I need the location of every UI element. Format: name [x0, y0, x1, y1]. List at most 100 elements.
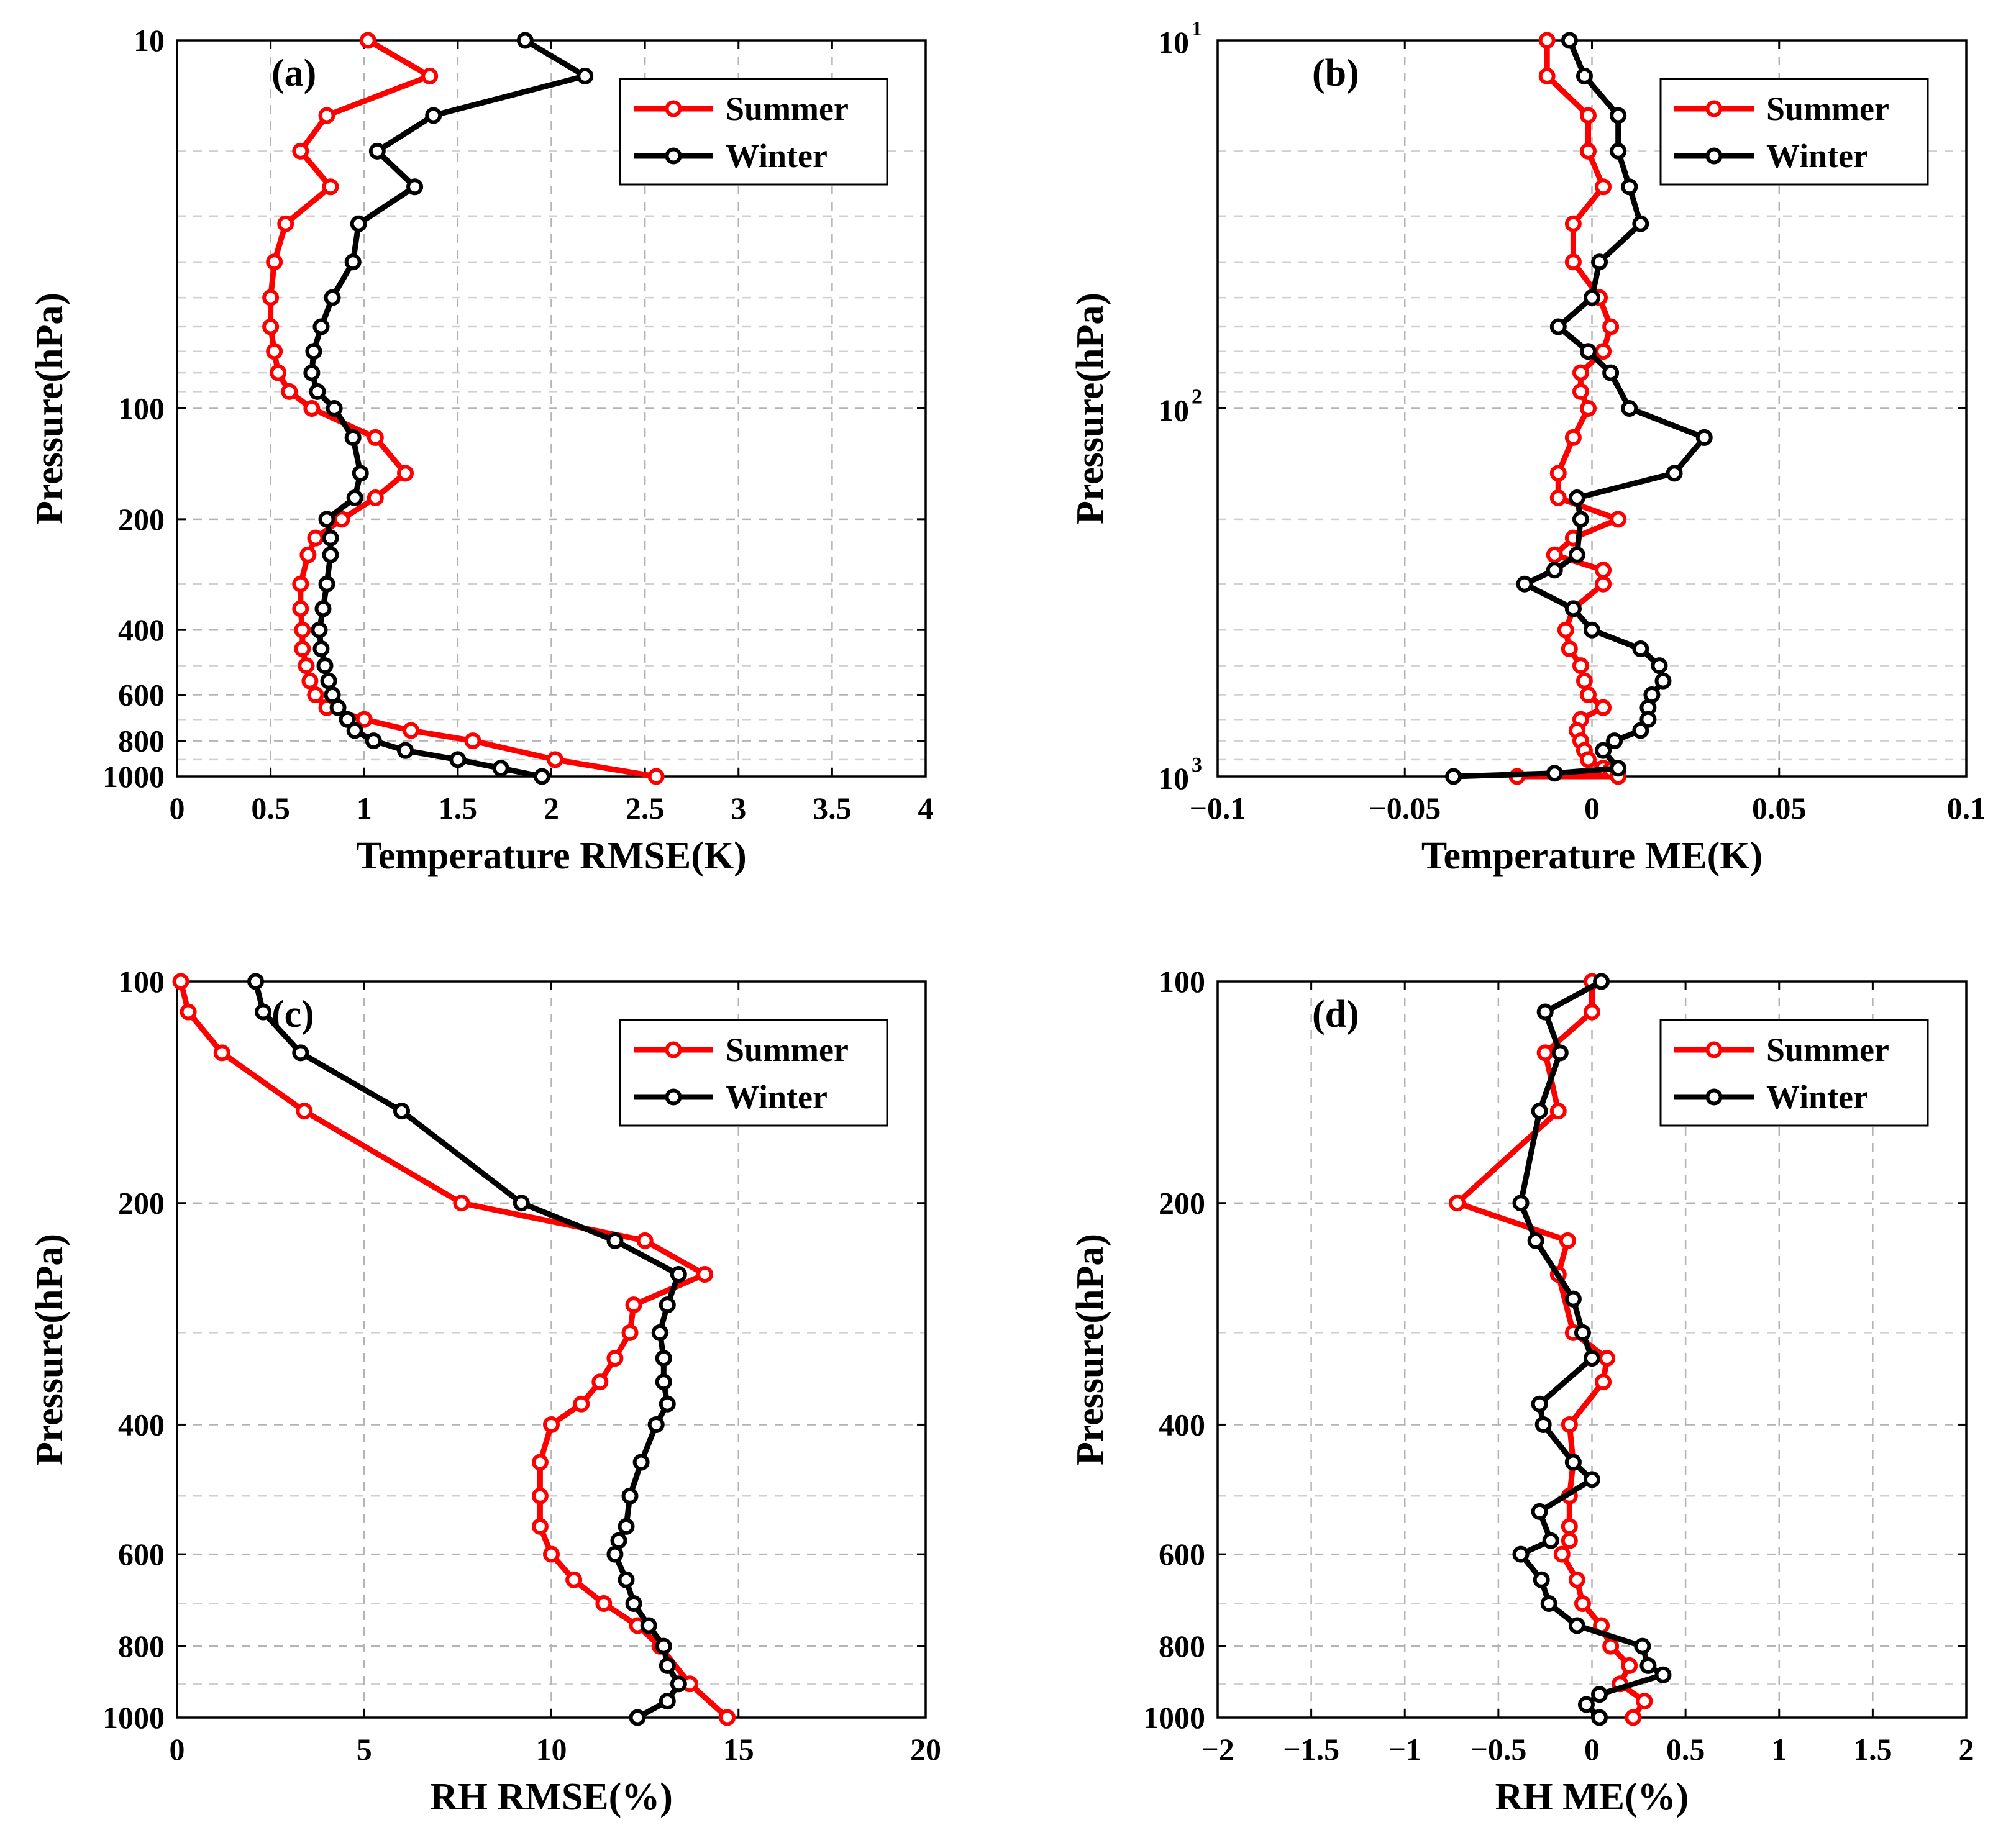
- data-point: [1639, 711, 1657, 728]
- data-point: [346, 489, 363, 507]
- x-axis-label: RH RMSE(%): [430, 1776, 673, 1818]
- data-point: [303, 400, 321, 417]
- data-point: [531, 1487, 549, 1504]
- data-point: [322, 178, 339, 196]
- series-winter: [247, 973, 687, 1726]
- data-point: [292, 600, 309, 617]
- data-point: [303, 364, 321, 381]
- x-tick-label: 4: [918, 791, 934, 826]
- data-point: [621, 1324, 639, 1341]
- data-point: [367, 429, 384, 446]
- data-point: [425, 107, 442, 124]
- x-tick-label: 20: [910, 1732, 941, 1767]
- data-point: [1579, 107, 1597, 124]
- y-tick-label: 400: [1159, 1407, 1205, 1442]
- data-point: [1584, 1350, 1600, 1367]
- data-point: [1579, 142, 1597, 160]
- data-point: [1445, 768, 1462, 785]
- data-point: [299, 546, 317, 563]
- data-point: [316, 657, 334, 675]
- data-point: [1584, 1003, 1600, 1021]
- data-point: [1549, 1103, 1567, 1120]
- data-point: [577, 67, 594, 84]
- data-point: [255, 1003, 272, 1021]
- data-point: [1621, 178, 1638, 196]
- data-point: [1591, 1686, 1608, 1703]
- data-point: [292, 1044, 309, 1062]
- data-point: [543, 1545, 560, 1563]
- data-point: [719, 1709, 736, 1726]
- legend-label-winter: Winter: [726, 137, 828, 175]
- data-point: [1610, 107, 1627, 124]
- data-point: [314, 600, 332, 617]
- data-point: [625, 1296, 642, 1314]
- data-point: [333, 511, 350, 528]
- data-point: [213, 1044, 230, 1062]
- x-tick-label: 1.5: [1853, 1732, 1892, 1767]
- data-point: [329, 699, 347, 716]
- data-point: [1666, 465, 1683, 482]
- data-point: [595, 1595, 613, 1612]
- legend: Summer Winter: [1659, 1019, 1929, 1127]
- data-point: [696, 1266, 714, 1283]
- x-tick-label: −0.1: [1190, 791, 1246, 826]
- data-point: [1561, 1532, 1578, 1549]
- data-point: [1572, 383, 1589, 400]
- data-point: [655, 1350, 672, 1367]
- data-point: [1632, 215, 1649, 232]
- data-point: [1593, 973, 1610, 990]
- data-point: [1636, 1693, 1653, 1710]
- x-tick-label: 0.5: [251, 791, 290, 826]
- x-tick-label: 0.1: [1947, 791, 1986, 826]
- legend-marker-summer: [1705, 1041, 1723, 1058]
- y-tick-exponent: 3: [1192, 753, 1202, 776]
- data-point: [312, 640, 330, 658]
- data-point: [1579, 343, 1597, 360]
- data-point: [262, 318, 280, 335]
- data-point: [618, 1518, 635, 1535]
- x-tick-label: 5: [357, 1732, 372, 1767]
- data-point: [1610, 142, 1627, 160]
- x-axis-label: Temperature ME(K): [1421, 835, 1762, 877]
- legend-marker-winter: [665, 147, 682, 165]
- data-point: [1551, 1044, 1569, 1062]
- y-tick-label: 400: [118, 612, 165, 647]
- data-point: [403, 722, 420, 739]
- data-point: [397, 465, 414, 482]
- data-point: [318, 511, 335, 528]
- data-point: [1572, 657, 1589, 675]
- data-point: [1572, 364, 1589, 381]
- data-point: [591, 1373, 609, 1391]
- panel-label: (d): [1312, 993, 1359, 1036]
- data-point: [632, 1454, 650, 1471]
- y-tick-label: 800: [1159, 1629, 1205, 1664]
- legend-marker-winter: [1705, 1088, 1723, 1106]
- data-point: [659, 1693, 676, 1710]
- x-tick-label: 2: [544, 791, 559, 826]
- data-point: [318, 575, 335, 593]
- y-axis-label: Pressure(hPa): [29, 293, 71, 524]
- legend-box: [619, 78, 888, 186]
- legend-marker-summer: [1705, 100, 1723, 117]
- data-point: [1595, 575, 1612, 593]
- data-point: [636, 1232, 654, 1249]
- data-point: [266, 343, 283, 360]
- data-point: [1536, 1003, 1554, 1021]
- data-point: [1564, 253, 1582, 271]
- data-point: [277, 215, 294, 232]
- data-point: [1651, 657, 1668, 675]
- data-point: [670, 1266, 687, 1283]
- data-point: [1595, 178, 1612, 196]
- data-point: [322, 546, 339, 563]
- legend-label-summer: Summer: [726, 90, 849, 127]
- data-point: [1564, 429, 1582, 446]
- x-tick-label: 3.5: [813, 791, 852, 826]
- legend-box: [1659, 78, 1929, 186]
- data-point: [573, 1395, 590, 1413]
- panel-label: (a): [271, 52, 316, 94]
- data-point: [1579, 400, 1597, 417]
- data-point: [1564, 1290, 1582, 1308]
- data-point: [1572, 511, 1589, 528]
